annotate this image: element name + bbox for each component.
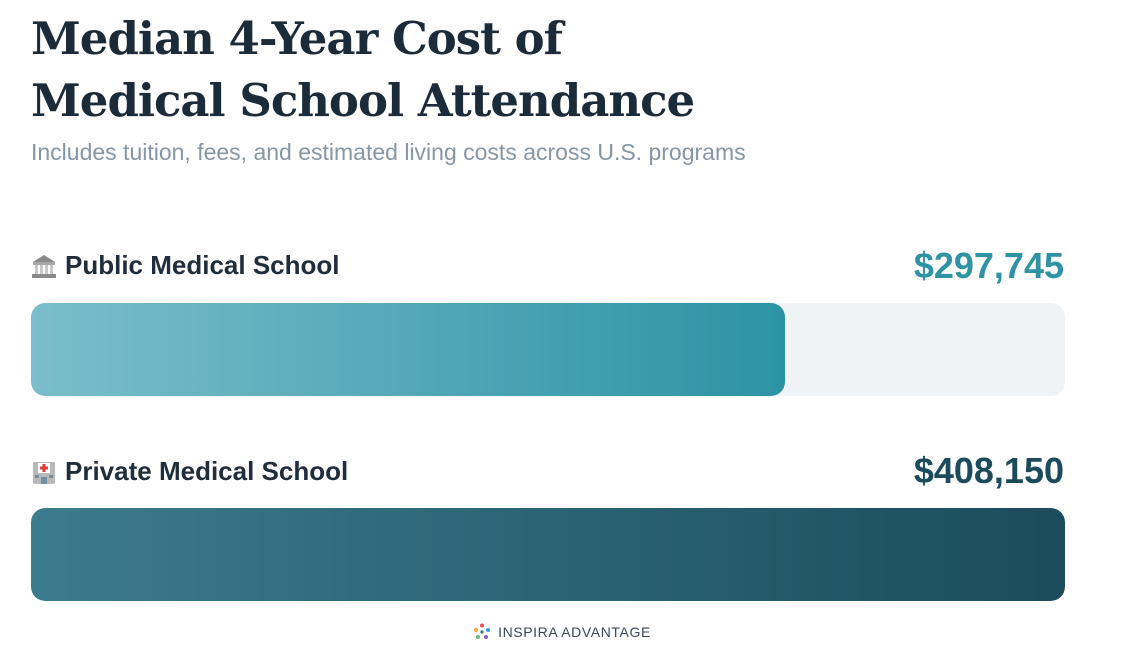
chart-subtitle: Includes tuition, fees, and estimated li…: [31, 139, 746, 165]
bar-label-text: Private Medical School: [65, 456, 349, 486]
bar-label-text: Public Medical School: [65, 250, 340, 280]
title-line-2: Medical School Attendance: [31, 74, 695, 127]
title-line-1: Median 4-Year Cost of: [31, 12, 563, 65]
chart-title: Median 4-Year Cost of Medical School Att…: [31, 8, 931, 132]
bar-value-label-public: $297,745: [913, 245, 1064, 286]
hospital-icon: [33, 461, 55, 484]
brand-name: INSPIRA ADVANTAGE: [498, 624, 651, 640]
bar-label-public: Public Medical School: [31, 250, 340, 281]
bar-label-private: Private Medical School: [31, 456, 348, 487]
bar-track-public: [31, 303, 1065, 396]
bar-value-label-private: $408,150: [913, 450, 1064, 491]
bar-private: [31, 508, 1065, 601]
inspira-logo-icon: [474, 623, 491, 639]
bar-track-private: [31, 508, 1065, 601]
bar-public: [31, 303, 786, 396]
classical-building-icon: [32, 254, 56, 278]
brand-footer: INSPIRA ADVANTAGE: [0, 623, 1124, 641]
